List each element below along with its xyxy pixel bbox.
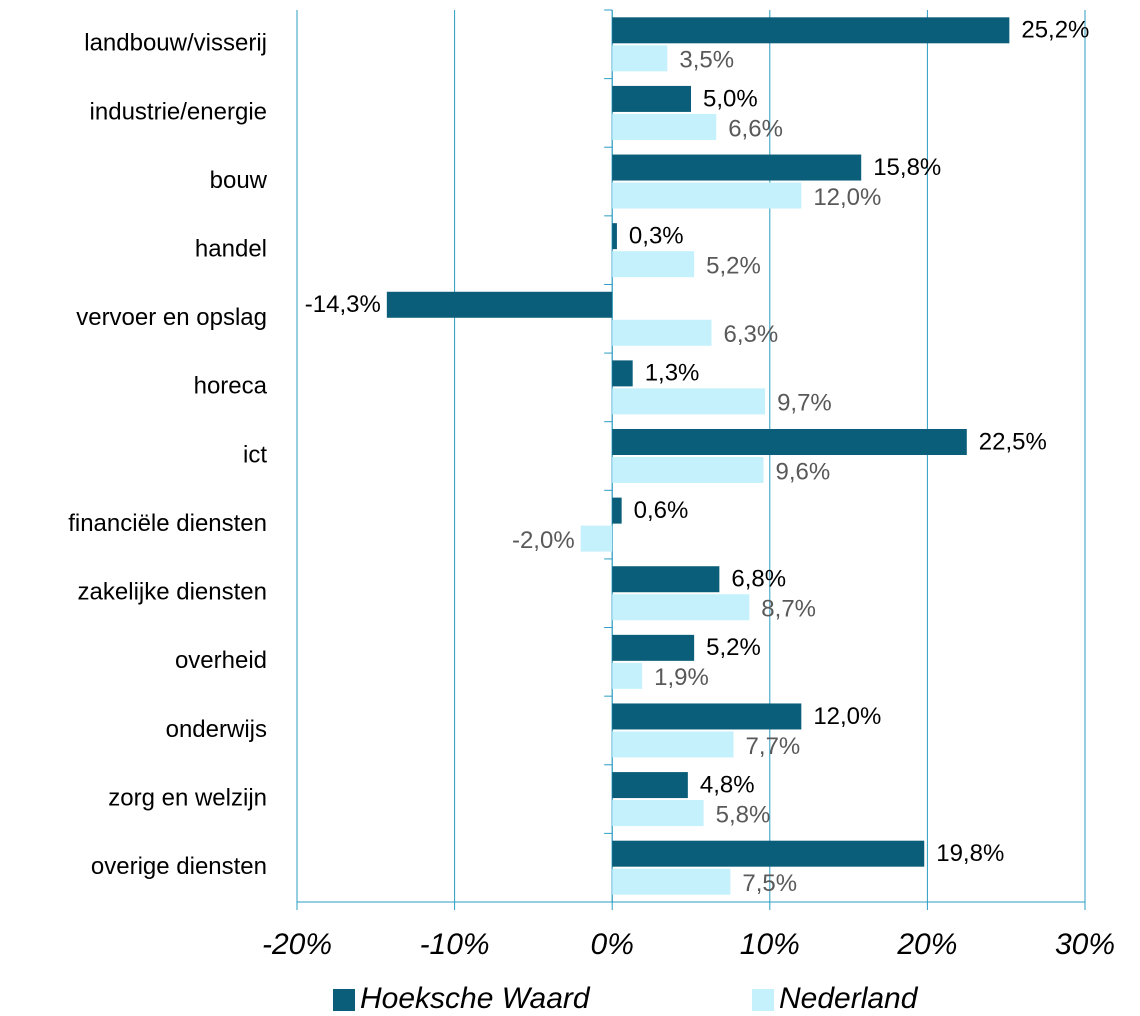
bar [612, 182, 802, 209]
bar [612, 85, 691, 112]
bar [386, 291, 613, 318]
category-label: ict [243, 441, 267, 468]
value-label: 0,6% [634, 497, 689, 524]
value-label: -14,3% [305, 291, 381, 318]
value-label: 19,8% [936, 840, 1004, 867]
legend-label: Nederland [779, 982, 919, 1015]
value-label: 0,3% [629, 222, 684, 249]
bar [580, 525, 613, 552]
value-label: 9,7% [777, 390, 832, 417]
legend-swatch [333, 989, 355, 1011]
value-label: 5,2% [706, 634, 761, 661]
bar [612, 634, 695, 661]
legend-label: Hoeksche Waard [360, 982, 591, 1015]
value-label: 1,3% [645, 360, 700, 387]
bar [612, 388, 766, 415]
category-label: overige diensten [91, 853, 267, 880]
bar [612, 703, 802, 730]
category-label: onderwijs [166, 716, 267, 743]
bar [612, 868, 731, 895]
bar [612, 800, 704, 827]
bar [612, 154, 862, 181]
bar [612, 223, 617, 250]
legend-swatch [752, 989, 774, 1011]
value-label: 4,8% [700, 771, 755, 798]
category-label: financiële diensten [68, 510, 267, 537]
x-tick-label: -20% [262, 928, 332, 961]
category-label: horeca [194, 373, 268, 400]
value-label: 3,5% [679, 47, 734, 74]
value-label: 7,7% [746, 733, 801, 760]
value-label: 6,8% [731, 566, 786, 593]
x-tick-label: 0% [591, 928, 634, 961]
value-label: 7,5% [742, 870, 797, 897]
value-label: -2,0% [512, 527, 575, 554]
bar [612, 772, 688, 799]
value-label: 12,0% [813, 184, 881, 211]
value-label: 22,5% [979, 428, 1047, 455]
value-label: 5,8% [716, 801, 771, 828]
bar [612, 251, 695, 278]
value-label: 9,6% [775, 458, 830, 485]
category-label: zakelijke diensten [78, 579, 267, 606]
category-label: bouw [210, 167, 268, 194]
bar [612, 319, 712, 346]
value-label: 5,2% [706, 252, 761, 279]
value-label: 12,0% [813, 703, 881, 730]
category-label: industrie/energie [90, 98, 267, 125]
bar [612, 429, 967, 455]
bar [612, 113, 717, 140]
bar [612, 45, 668, 72]
value-label: 1,9% [654, 664, 709, 691]
value-label: 25,2% [1021, 17, 1089, 44]
x-tick-label: 10% [740, 928, 800, 961]
bar [612, 457, 764, 483]
category-label: handel [195, 235, 267, 262]
category-label: overheid [175, 647, 267, 674]
x-tick-label: 20% [896, 928, 957, 961]
value-label: 5,0% [703, 85, 758, 112]
bar [612, 731, 734, 758]
bar [612, 840, 925, 867]
value-label: 6,3% [723, 321, 778, 348]
bar [612, 17, 1010, 44]
x-tick-label: -10% [420, 928, 490, 961]
bar [612, 662, 643, 689]
value-label: 8,7% [761, 596, 816, 623]
value-label: 6,6% [728, 115, 783, 142]
bar [612, 566, 720, 593]
bar [612, 360, 633, 387]
category-label: vervoer en opslag [76, 304, 267, 331]
bar [612, 594, 750, 621]
category-label: zorg en welzijn [108, 784, 267, 811]
bar [612, 497, 622, 524]
category-label: landbouw/visserij [84, 30, 267, 57]
value-label: 15,8% [873, 154, 941, 181]
x-tick-label: 30% [1055, 928, 1115, 961]
